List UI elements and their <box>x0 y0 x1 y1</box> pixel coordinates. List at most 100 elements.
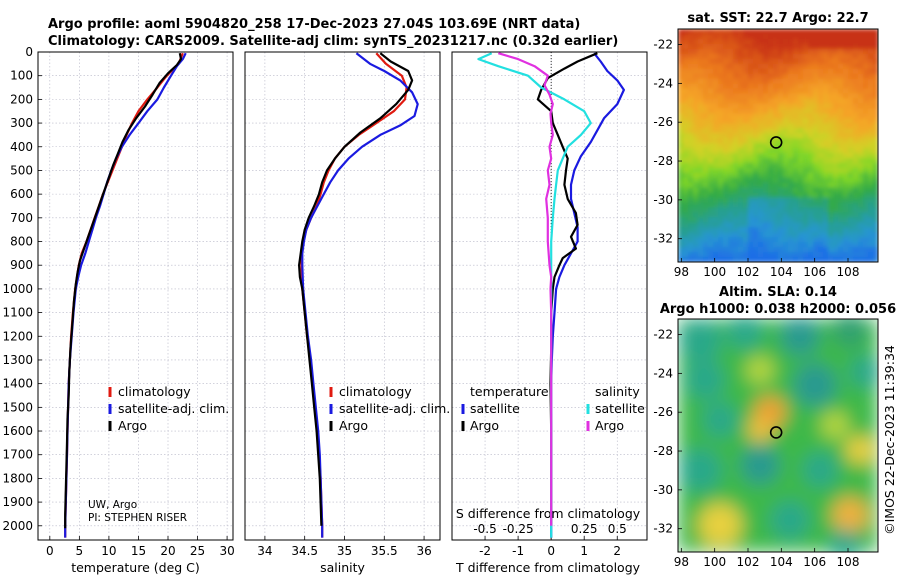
sst-cell <box>818 88 824 95</box>
sst-cell <box>833 222 839 228</box>
sst-cell <box>683 133 689 139</box>
sst-cell <box>728 98 734 104</box>
sst-cell <box>783 197 789 204</box>
sst-cell <box>808 227 814 233</box>
sst-cell <box>693 53 699 60</box>
sst-cell <box>758 43 764 50</box>
sst-cell <box>753 93 759 100</box>
sst-cell <box>678 232 684 238</box>
sst-cell <box>798 207 804 214</box>
sst-cell <box>813 172 819 179</box>
sst-cell <box>798 58 804 65</box>
sst-cell <box>728 187 734 194</box>
sst-cell <box>808 33 814 40</box>
sst-cell <box>688 207 694 214</box>
sst-cell <box>713 38 719 45</box>
sst-cell <box>698 202 704 209</box>
sst-cell <box>813 157 819 164</box>
map-x-tick-label: 104 <box>770 265 793 279</box>
sst-cell <box>738 217 744 223</box>
sst-cell <box>753 103 759 109</box>
sst-cell <box>833 108 839 114</box>
sst-cell <box>748 217 754 223</box>
sst-cell <box>803 108 809 114</box>
sst-cell <box>748 88 754 95</box>
sst-cell <box>678 217 684 223</box>
sst-cell <box>753 123 759 129</box>
sst-cell <box>738 252 744 258</box>
sst-cell <box>753 29 759 35</box>
sst-cell <box>688 237 694 243</box>
sst-cell <box>693 108 699 114</box>
sst-cell <box>753 242 759 248</box>
sst-cell <box>848 38 854 45</box>
sst-cell <box>763 93 769 100</box>
sst-cell <box>723 177 729 184</box>
sst-cell <box>858 182 864 189</box>
sst-cell <box>773 187 779 194</box>
sst-cell <box>698 123 704 129</box>
sst-cell <box>703 177 709 184</box>
sst-cell <box>718 53 724 60</box>
sst-cell <box>743 58 749 65</box>
sst-cell <box>688 138 694 144</box>
sst-cell <box>803 242 809 248</box>
sst-cell <box>748 237 754 243</box>
sst-cell <box>863 103 869 109</box>
sst-cell <box>818 147 824 154</box>
sst-cell <box>758 187 764 194</box>
sst-cell <box>853 88 859 95</box>
sst-cell <box>873 123 878 129</box>
sst-cell <box>853 232 859 238</box>
sst-cell <box>858 172 864 179</box>
sst-cell <box>733 113 739 119</box>
sst-cell <box>813 252 819 258</box>
sst-cell <box>838 128 844 134</box>
map-y-tick-label: -30 <box>653 483 673 497</box>
sst-cell <box>773 192 779 199</box>
sst-cell <box>728 197 734 204</box>
sst-cell <box>848 48 854 55</box>
sst-cell <box>738 143 744 149</box>
sst-cell <box>738 83 744 90</box>
sla-blob <box>746 356 774 384</box>
sst-cell <box>848 232 854 238</box>
sst-cell <box>678 98 684 104</box>
y-tick-label: 1300 <box>2 353 33 367</box>
sst-cell <box>793 133 799 139</box>
sst-cell <box>743 202 749 209</box>
sst-cell <box>763 232 769 238</box>
sst-cell <box>863 257 869 262</box>
sst-cell <box>803 247 809 253</box>
sst-cell <box>843 247 849 253</box>
sst-cell <box>838 237 844 243</box>
sst-cell <box>758 172 764 179</box>
sst-cell <box>683 53 689 60</box>
sst-cell <box>768 103 774 109</box>
sst-cell <box>823 93 829 100</box>
sst-cell <box>683 58 689 65</box>
sst-cell <box>828 182 834 189</box>
sst-cell <box>818 53 824 60</box>
sst-cell <box>833 53 839 60</box>
sst-cell <box>713 63 719 70</box>
sst-cell <box>723 157 729 164</box>
sst-cell <box>783 162 789 169</box>
sst-cell <box>853 68 859 75</box>
sst-cell <box>863 207 869 214</box>
sst-cell <box>733 143 739 149</box>
sst-cell <box>728 43 734 50</box>
x-tick-label: 20 <box>160 544 175 558</box>
sst-cell <box>733 73 739 80</box>
sla-blob <box>829 529 861 552</box>
sst-cell <box>758 242 764 248</box>
sst-cell <box>873 197 878 204</box>
sst-cell <box>843 73 849 80</box>
sst-cell <box>768 53 774 60</box>
sst-cell <box>758 202 764 209</box>
sst-cell <box>873 152 878 159</box>
sst-cell <box>758 83 764 90</box>
sst-cell <box>688 143 694 149</box>
sst-cell <box>828 197 834 204</box>
sst-cell <box>753 118 759 124</box>
